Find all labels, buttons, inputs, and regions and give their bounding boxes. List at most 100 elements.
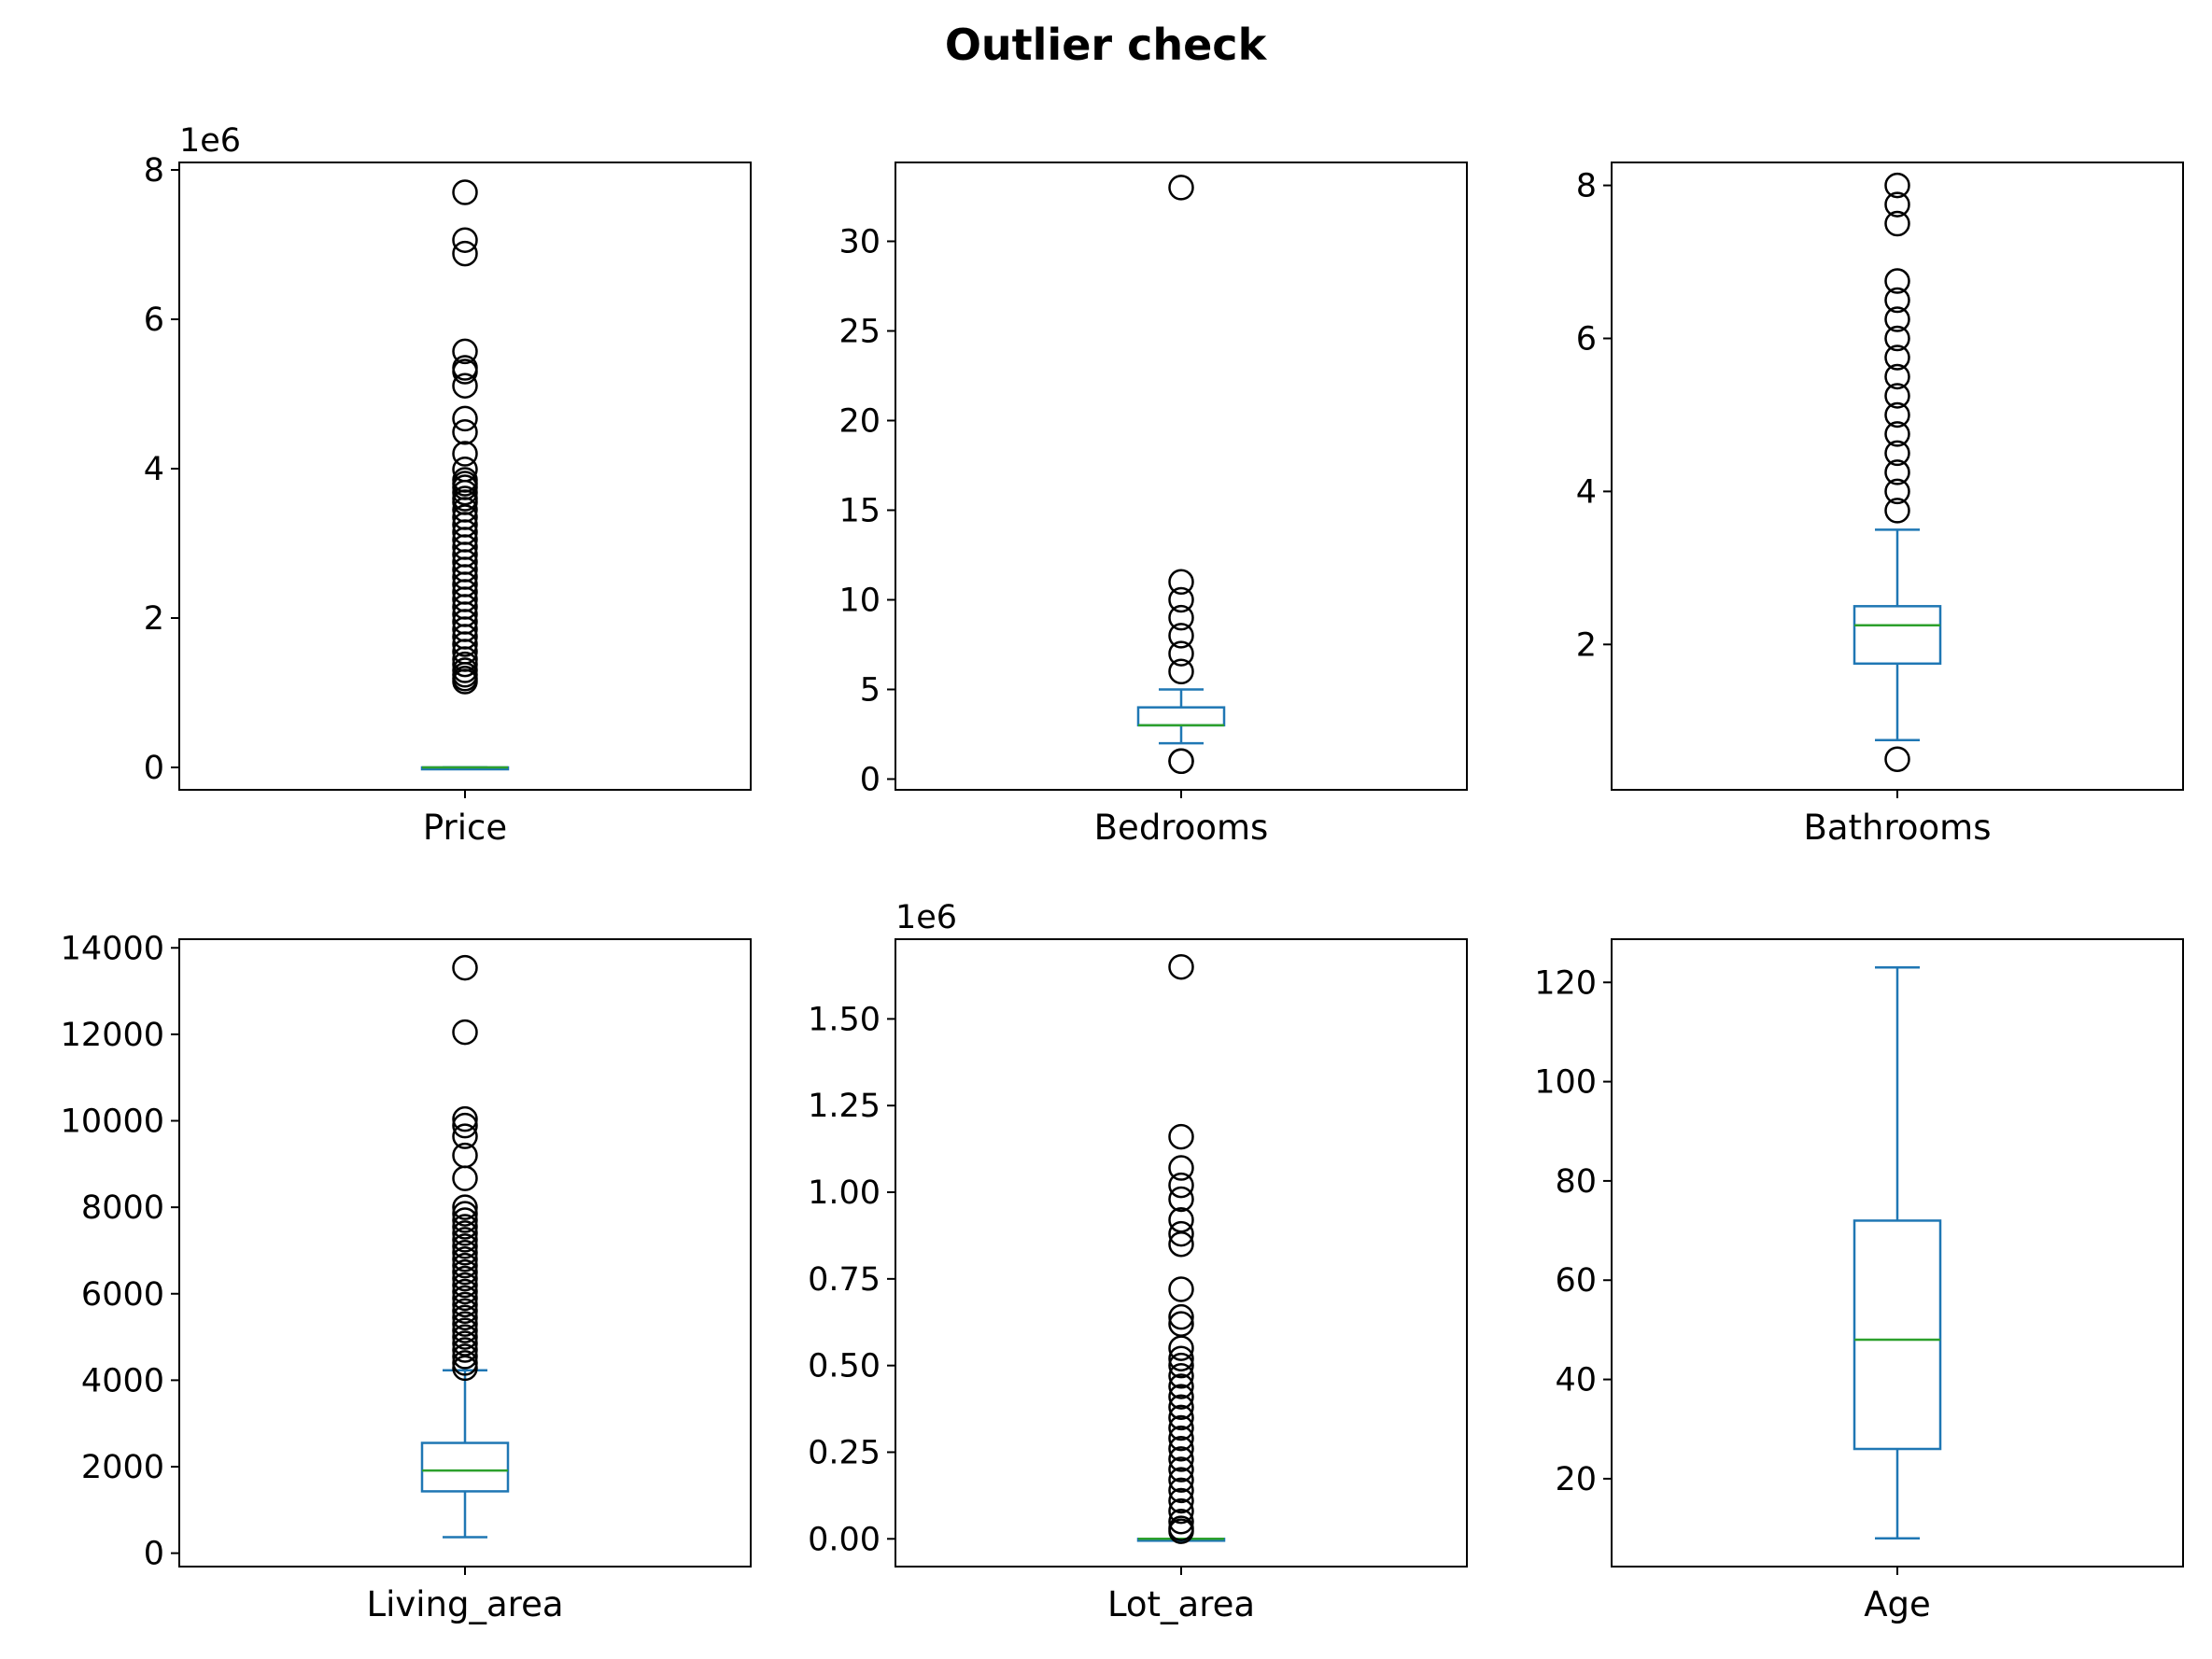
y-tick-label: 0.00 (808, 1521, 881, 1558)
outlier-point (452, 441, 478, 467)
outlier-point (452, 359, 478, 385)
outlier-point (1168, 604, 1194, 631)
outlier-point (1168, 1172, 1194, 1199)
outlier-point (452, 1019, 478, 1046)
outlier-point (452, 1214, 478, 1240)
y-tick-label: 6 (144, 302, 164, 339)
outlier-point (1884, 746, 1910, 772)
outlier-point (452, 1252, 478, 1279)
x-category-label: Lot_area (1107, 1584, 1255, 1624)
y-tick-label: 8 (1576, 168, 1597, 205)
outlier-point (1168, 953, 1194, 980)
subplots-grid: 0 2 4 6 8 Price 1e6 0 5 10 15 20 25 30 Bedrooms 2 4 6 8 Bat… (61, 122, 2184, 1624)
y-tick-label: 2 (144, 600, 164, 638)
y-tick-label: 0 (144, 750, 164, 787)
outlier-point (1168, 1363, 1194, 1389)
outlier-point (1168, 1384, 1194, 1410)
outlier-point (452, 1272, 478, 1299)
outlier-point (1168, 748, 1194, 775)
outlier-point (452, 1265, 478, 1292)
outlier-point (1884, 478, 1910, 505)
outlier-point (452, 338, 478, 365)
outlier-point (1168, 1276, 1194, 1302)
outlier-point (1884, 401, 1910, 429)
outlier-point (1168, 1477, 1194, 1504)
outlier-point (1168, 1352, 1194, 1379)
outlier-point (1884, 268, 1910, 294)
outlier-point (452, 1240, 478, 1266)
y-tick-label: 120 (1534, 964, 1597, 1002)
y-tick-label: 0.75 (808, 1261, 881, 1299)
y-tick-label: 0.25 (808, 1434, 881, 1471)
outlier-point (1884, 383, 1910, 409)
outlier-point (1884, 172, 1910, 199)
x-category-label: Age (1864, 1584, 1931, 1624)
y-tick-label: 0.50 (808, 1348, 881, 1385)
outlier-point (452, 1291, 478, 1318)
x-category-label: Price (423, 808, 507, 848)
y-tick-label: 80 (1555, 1163, 1597, 1201)
outlier-point (452, 1355, 478, 1382)
outlier-point (452, 405, 478, 432)
outlier-point (452, 479, 478, 506)
subplot-bathrooms: 2 4 6 8 Bathrooms (1576, 162, 2184, 848)
y-tick-label: 1.00 (808, 1174, 881, 1212)
y-tick-label: 100 (1534, 1064, 1597, 1102)
outlier-point (452, 1165, 478, 1191)
y-tick-label: 60 (1555, 1262, 1597, 1300)
y-tick-label: 8 (144, 152, 164, 190)
subplot-price: 0 2 4 6 8 Price 1e6 (144, 122, 752, 848)
y-tick-label: 6000 (81, 1276, 164, 1314)
outlier-point (1168, 569, 1194, 596)
outlier-point (452, 1343, 478, 1370)
y-tick-label: 0 (144, 1536, 164, 1573)
outlier-point (1168, 1508, 1194, 1535)
outlier-point (1168, 1404, 1194, 1431)
outlier-point (1168, 1497, 1194, 1525)
subplot-age: 20 40 60 80 100 120 Age (1534, 938, 2184, 1624)
outlier-point (1168, 586, 1194, 613)
outlier-point (452, 1304, 478, 1330)
outlier-point (1884, 191, 1910, 218)
outlier-point (452, 1298, 478, 1325)
x-category-label: Living_area (366, 1584, 563, 1624)
outlier-point (1168, 640, 1194, 667)
y-offset-label: 1e6 (895, 899, 957, 936)
y-tick-label: 14000 (61, 930, 164, 967)
outlier-point (1168, 658, 1194, 685)
outlier-point (452, 1201, 478, 1227)
outlier-point (1168, 1456, 1194, 1483)
outlier-point (1884, 344, 1910, 371)
outlier-point (452, 668, 478, 695)
outlier-point (1168, 1155, 1194, 1181)
outlier-point (1884, 440, 1910, 467)
outlier-point (452, 1324, 478, 1350)
outlier-point (1884, 363, 1910, 390)
y-tick-label: 8000 (81, 1189, 164, 1227)
outlier-point (452, 1227, 478, 1253)
outlier-point (452, 1311, 478, 1337)
chart-title: Outlier check (945, 20, 1268, 70)
outlier-point (1168, 1230, 1194, 1258)
outlier-point (1168, 1123, 1194, 1150)
y-tick-label: 4 (144, 451, 164, 488)
subplot-bedrooms: 0 5 10 15 20 25 30 Bedrooms (838, 162, 1468, 848)
y-tick-label: 20 (838, 402, 881, 440)
outlier-point (1168, 1220, 1194, 1247)
outlier-point (1884, 498, 1910, 524)
outlier-point (1884, 306, 1910, 332)
outlier-point (452, 179, 478, 205)
outlier-point (452, 419, 478, 445)
y-tick-label: 40 (1555, 1362, 1597, 1399)
outlier-point (452, 1330, 478, 1357)
outlier-point (1168, 1335, 1194, 1361)
x-category-label: Bathrooms (1803, 808, 1991, 848)
outlier-point (452, 954, 478, 981)
y-tick-label: 4 (1576, 473, 1597, 511)
outlier-point (1168, 1487, 1194, 1514)
subplot-lot-area: 0.00 0.25 0.50 0.75 1.00 1.25 1.50 Lot_area 1e6 (808, 899, 1468, 1624)
y-offset-label: 1e6 (179, 122, 241, 160)
outlier-point (1168, 1436, 1194, 1462)
outlier-point (1168, 1467, 1194, 1493)
